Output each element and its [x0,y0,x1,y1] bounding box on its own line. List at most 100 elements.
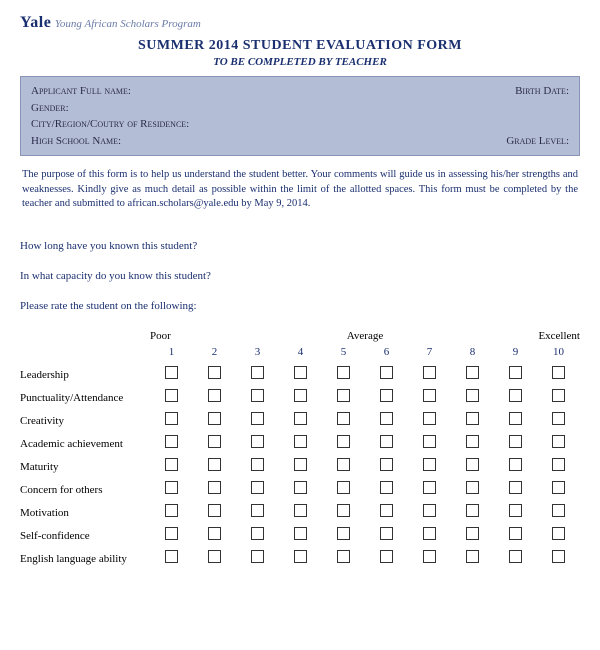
rating-checkbox[interactable] [294,504,307,517]
rating-checkbox[interactable] [251,481,264,494]
rating-checkbox[interactable] [337,412,350,425]
rating-checkbox[interactable] [466,389,479,402]
rating-checkbox[interactable] [380,481,393,494]
rating-checkbox[interactable] [208,527,221,540]
rating-checkbox[interactable] [423,366,436,379]
rating-checkbox[interactable] [294,389,307,402]
rating-checkbox[interactable] [208,504,221,517]
rating-checkbox[interactable] [466,366,479,379]
rating-checkbox[interactable] [423,458,436,471]
rating-checkbox[interactable] [208,366,221,379]
rating-checkbox[interactable] [165,550,178,563]
rating-checkbox[interactable] [380,412,393,425]
rating-checkbox[interactable] [251,527,264,540]
rating-checkbox[interactable] [466,527,479,540]
rating-checkbox[interactable] [466,458,479,471]
rating-checkbox[interactable] [165,435,178,448]
rating-checkbox[interactable] [337,435,350,448]
rating-checkbox[interactable] [208,550,221,563]
rating-checkbox[interactable] [423,389,436,402]
rating-checkbox[interactable] [466,550,479,563]
rating-checkbox[interactable] [552,412,565,425]
rating-checkbox[interactable] [380,389,393,402]
rating-checkbox[interactable] [251,435,264,448]
rating-checkbox[interactable] [423,412,436,425]
rating-checkbox[interactable] [294,412,307,425]
scale-numbers-row: 1 2 3 4 5 6 7 8 9 10 [20,346,580,358]
rating-checkbox[interactable] [337,458,350,471]
rating-checkbox[interactable] [294,458,307,471]
rating-checkbox[interactable] [294,527,307,540]
rating-checkbox[interactable] [380,435,393,448]
rating-checkbox[interactable] [380,366,393,379]
rating-cell [236,389,279,407]
rating-checkbox[interactable] [251,504,264,517]
rating-checkbox[interactable] [337,481,350,494]
rating-checkbox[interactable] [552,504,565,517]
rating-checkbox[interactable] [380,458,393,471]
rating-checkbox[interactable] [165,504,178,517]
rating-checkbox[interactable] [208,412,221,425]
rating-checkbox[interactable] [552,366,565,379]
rating-checkbox[interactable] [294,435,307,448]
rating-checkbox[interactable] [423,435,436,448]
rating-checkbox[interactable] [165,481,178,494]
rating-checkbox[interactable] [509,366,522,379]
rating-checkbox[interactable] [552,527,565,540]
rating-checkbox[interactable] [552,389,565,402]
rating-checkbox[interactable] [165,527,178,540]
rating-checkbox[interactable] [509,412,522,425]
rating-checkbox[interactable] [208,435,221,448]
rating-checkbox[interactable] [251,389,264,402]
rating-checkbox[interactable] [380,504,393,517]
rating-cell [365,366,408,384]
rating-checkbox[interactable] [165,389,178,402]
rating-checkbox[interactable] [552,550,565,563]
rating-checkbox[interactable] [337,366,350,379]
rating-checkbox[interactable] [337,527,350,540]
question-duration: How long have you known this student? [20,240,580,252]
rating-cell [451,435,494,453]
rating-checkbox[interactable] [208,481,221,494]
rating-checkbox[interactable] [509,389,522,402]
rating-checkbox[interactable] [466,412,479,425]
rating-checkbox[interactable] [337,550,350,563]
rating-checkbox[interactable] [466,504,479,517]
rating-checkbox[interactable] [509,550,522,563]
rating-checkbox[interactable] [466,481,479,494]
rating-checkbox[interactable] [294,550,307,563]
rating-checkbox[interactable] [165,412,178,425]
rating-checkbox[interactable] [165,366,178,379]
rating-checkbox[interactable] [337,504,350,517]
rating-checkbox[interactable] [337,389,350,402]
rating-checkbox[interactable] [251,412,264,425]
rating-checkbox[interactable] [294,481,307,494]
rating-checkbox[interactable] [251,458,264,471]
rating-checkbox[interactable] [294,366,307,379]
rating-checkbox[interactable] [509,481,522,494]
rating-checkbox[interactable] [208,389,221,402]
rating-checkbox[interactable] [380,550,393,563]
rating-checkbox[interactable] [423,481,436,494]
rating-criterion-label: Leadership [20,369,150,381]
rating-checkbox[interactable] [466,435,479,448]
rating-checkbox[interactable] [552,458,565,471]
rating-checkbox[interactable] [380,527,393,540]
rating-checkbox[interactable] [208,458,221,471]
rating-checkbox[interactable] [509,458,522,471]
rating-checkbox[interactable] [251,550,264,563]
rating-checkbox[interactable] [423,550,436,563]
rating-row: Academic achievement [20,435,580,453]
rating-checkbox[interactable] [165,458,178,471]
rating-checkbox[interactable] [251,366,264,379]
rating-checkbox[interactable] [509,435,522,448]
rating-checkbox[interactable] [509,527,522,540]
rating-checkbox[interactable] [552,435,565,448]
rating-cell [322,481,365,499]
scale-num: 6 [365,346,408,358]
rating-checkbox[interactable] [552,481,565,494]
rating-checkbox[interactable] [423,504,436,517]
rating-checkbox[interactable] [509,504,522,517]
rating-cell [365,412,408,430]
rating-checkbox[interactable] [423,527,436,540]
